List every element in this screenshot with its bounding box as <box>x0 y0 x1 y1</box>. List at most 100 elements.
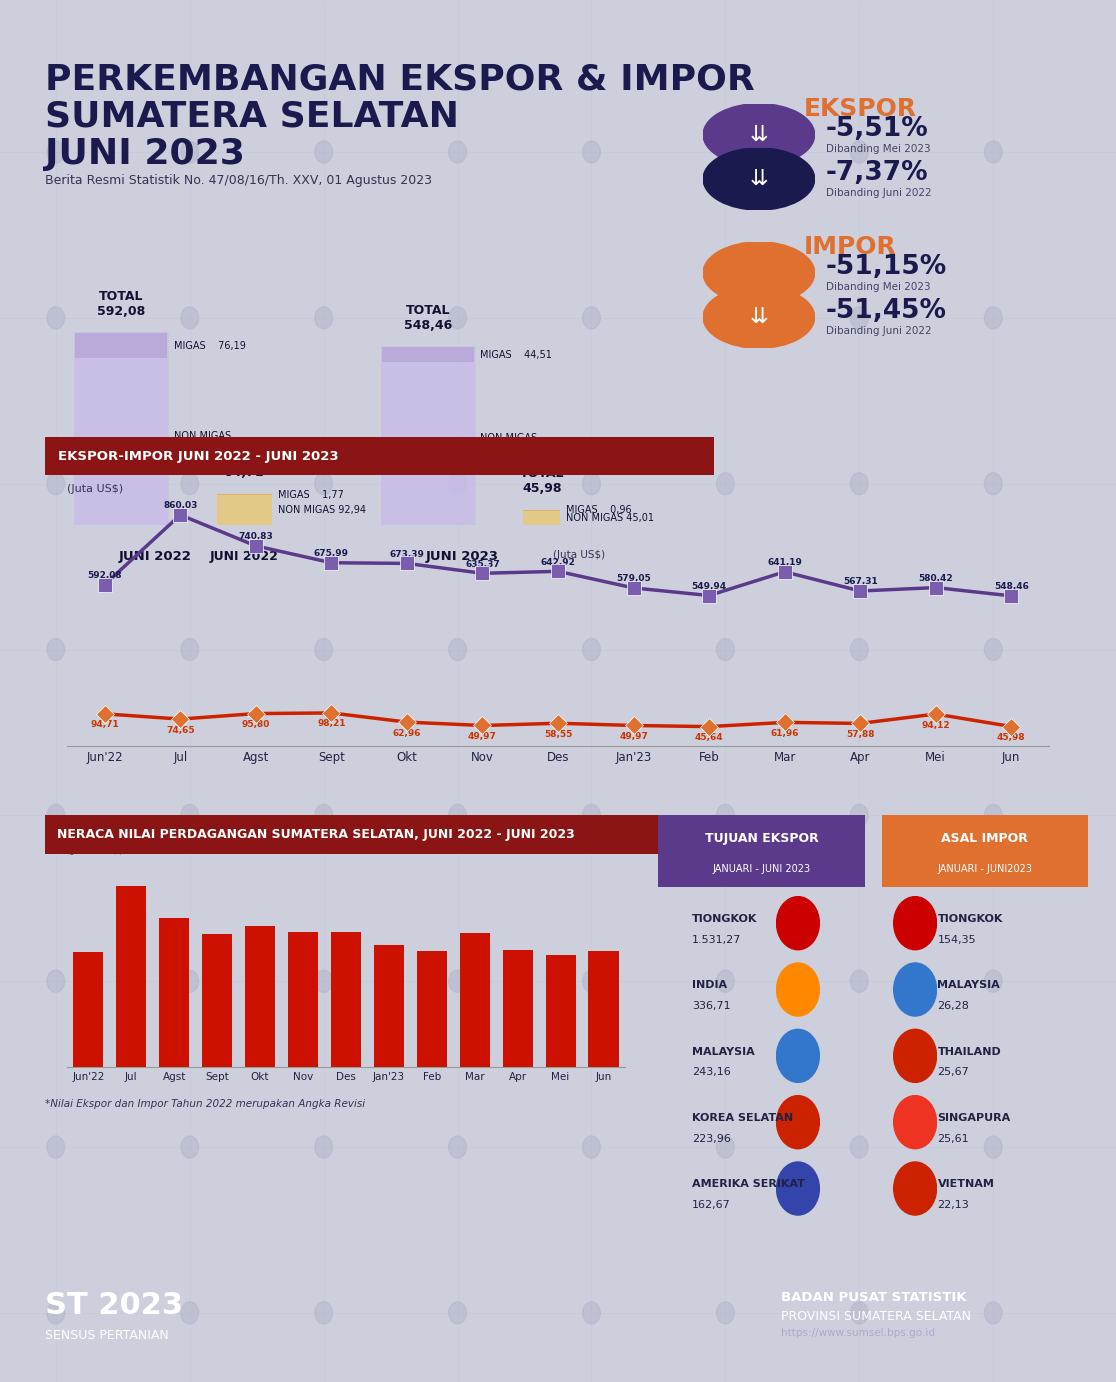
Bar <box>160 918 190 1067</box>
Text: 635,37: 635,37 <box>465 560 500 568</box>
Circle shape <box>716 1302 734 1324</box>
Bar <box>502 949 532 1067</box>
Circle shape <box>315 307 333 329</box>
Text: 162,67: 162,67 <box>692 1200 731 1211</box>
Circle shape <box>449 307 466 329</box>
Text: 243,16: 243,16 <box>692 1067 731 1078</box>
Circle shape <box>703 104 815 166</box>
Text: 62,96: 62,96 <box>393 728 421 738</box>
Circle shape <box>449 1302 466 1324</box>
Circle shape <box>716 970 734 992</box>
Text: ASAL IMPOR: ASAL IMPOR <box>942 832 1028 844</box>
Text: NON MIGAS 45,01: NON MIGAS 45,01 <box>567 513 654 522</box>
Text: MALAYSIA: MALAYSIA <box>692 1046 754 1057</box>
Circle shape <box>449 638 466 661</box>
Circle shape <box>181 804 199 826</box>
Circle shape <box>181 1302 199 1324</box>
Circle shape <box>703 148 815 210</box>
Circle shape <box>850 970 868 992</box>
Circle shape <box>716 1136 734 1158</box>
Text: 592,08: 592,08 <box>87 571 122 580</box>
Circle shape <box>716 307 734 329</box>
Text: JUNI 2023: JUNI 2023 <box>425 550 499 564</box>
Circle shape <box>984 1302 1002 1324</box>
Circle shape <box>894 1096 936 1148</box>
Text: PERKEMBANGAN EKSPOR & IMPOR: PERKEMBANGAN EKSPOR & IMPOR <box>45 62 754 97</box>
Text: JUNI 2022: JUNI 2022 <box>210 550 279 564</box>
Text: 49,97: 49,97 <box>468 732 497 741</box>
Bar <box>523 510 560 525</box>
Text: 548,46: 548,46 <box>994 582 1029 591</box>
Text: 154,35: 154,35 <box>937 934 976 945</box>
Circle shape <box>315 1136 333 1158</box>
Text: BADAN PUSAT STATISTIK: BADAN PUSAT STATISTIK <box>781 1291 966 1303</box>
Bar <box>546 955 576 1067</box>
Circle shape <box>181 307 199 329</box>
Circle shape <box>984 804 1002 826</box>
Text: ST 2023: ST 2023 <box>45 1291 183 1320</box>
Text: JUNI 2022: JUNI 2022 <box>118 550 192 564</box>
Text: 22,13: 22,13 <box>937 1200 969 1211</box>
Text: (Juta US$): (Juta US$) <box>552 550 605 561</box>
Text: TIONGKOK: TIONGKOK <box>937 914 1003 925</box>
Bar <box>416 951 446 1067</box>
Text: EKSPOR: EKSPOR <box>804 97 916 120</box>
Bar <box>331 933 360 1067</box>
Bar <box>74 952 104 1067</box>
Text: TOTAL
94,71: TOTAL 94,71 <box>222 452 267 480</box>
Circle shape <box>850 307 868 329</box>
Text: (Juta US$): (Juta US$) <box>67 844 123 855</box>
Text: 1.531,27: 1.531,27 <box>692 934 741 945</box>
Circle shape <box>315 804 333 826</box>
Bar <box>288 931 318 1067</box>
Circle shape <box>583 473 600 495</box>
Bar <box>246 926 276 1067</box>
Text: 567,31: 567,31 <box>843 578 877 586</box>
Bar <box>460 933 490 1067</box>
Text: INDIA: INDIA <box>692 980 727 991</box>
Text: AMERIKA SERIKAT: AMERIKA SERIKAT <box>692 1179 805 1190</box>
Text: JANUARI - JUNI 2023: JANUARI - JUNI 2023 <box>713 864 810 875</box>
Text: 675,99: 675,99 <box>314 549 349 558</box>
FancyBboxPatch shape <box>13 814 690 855</box>
Circle shape <box>777 1162 819 1215</box>
Text: 336,71: 336,71 <box>692 1001 731 1012</box>
Text: 579,05: 579,05 <box>616 575 651 583</box>
Circle shape <box>850 804 868 826</box>
Text: NON MIGAS 92,94: NON MIGAS 92,94 <box>278 504 366 515</box>
Circle shape <box>315 473 333 495</box>
Text: 26,28: 26,28 <box>937 1001 970 1012</box>
Text: 57,88: 57,88 <box>846 730 875 739</box>
FancyBboxPatch shape <box>74 332 169 527</box>
Text: *Nilai Ekspor dan Impor Tahun 2022 merupakan Angka Revisi: *Nilai Ekspor dan Impor Tahun 2022 merup… <box>45 1099 365 1108</box>
Text: EKSPOR-IMPOR JUNI 2022 - JUNI 2023: EKSPOR-IMPOR JUNI 2022 - JUNI 2023 <box>58 449 338 463</box>
Circle shape <box>449 473 466 495</box>
FancyBboxPatch shape <box>869 813 1100 890</box>
Text: 95,80: 95,80 <box>242 720 270 730</box>
Text: SUMATERA SELATAN: SUMATERA SELATAN <box>45 100 459 134</box>
Circle shape <box>777 897 819 949</box>
Text: Dibanding Mei 2023: Dibanding Mei 2023 <box>826 144 931 153</box>
Text: -51,15%: -51,15% <box>826 254 947 279</box>
Text: JANUARI - JUNI2023: JANUARI - JUNI2023 <box>937 864 1032 875</box>
Circle shape <box>583 141 600 163</box>
Text: NON MIGAS
503,95: NON MIGAS 503,95 <box>481 433 538 455</box>
Text: IMPOR: IMPOR <box>804 235 896 258</box>
Text: Dibanding Juni 2022: Dibanding Juni 2022 <box>826 326 932 336</box>
Text: Dibanding Mei 2023: Dibanding Mei 2023 <box>826 282 931 292</box>
Circle shape <box>449 1136 466 1158</box>
Text: 45,64: 45,64 <box>695 732 723 742</box>
Text: 25,67: 25,67 <box>937 1067 969 1078</box>
Circle shape <box>984 307 1002 329</box>
Circle shape <box>181 473 199 495</box>
Text: 740,83: 740,83 <box>239 532 273 542</box>
Circle shape <box>315 638 333 661</box>
Text: JUNI 2023: JUNI 2023 <box>45 137 244 171</box>
Circle shape <box>181 970 199 992</box>
Circle shape <box>47 307 65 329</box>
Text: 58,55: 58,55 <box>543 730 573 739</box>
Bar <box>374 945 404 1067</box>
Circle shape <box>716 473 734 495</box>
Circle shape <box>583 638 600 661</box>
Text: MIGAS    76,19: MIGAS 76,19 <box>174 340 246 351</box>
